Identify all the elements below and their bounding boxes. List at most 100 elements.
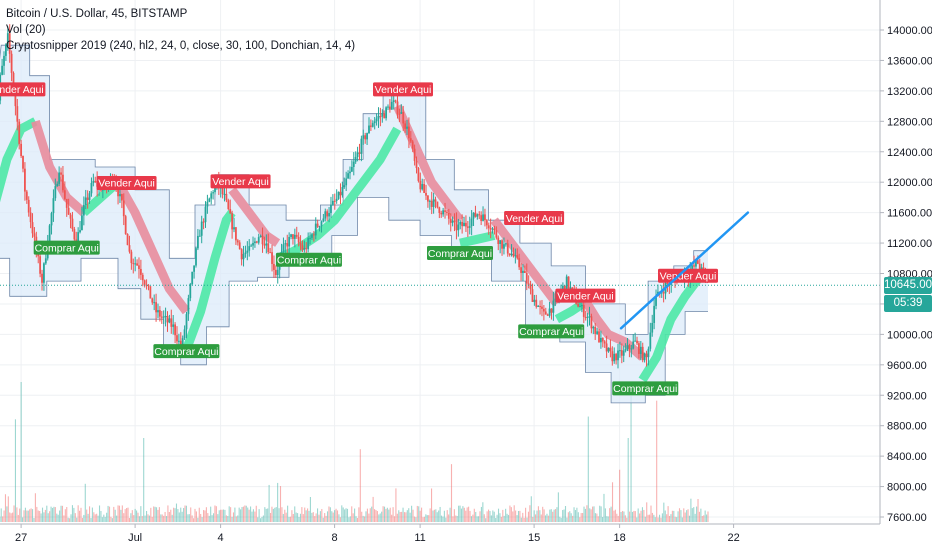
- volume-bar: [552, 511, 554, 522]
- trendline[interactable]: [619, 211, 750, 330]
- trail-down: [490, 217, 561, 307]
- volume-bar: [405, 512, 407, 522]
- volume-bar: [694, 513, 696, 522]
- volume-bar: [507, 514, 510, 522]
- volume-bar: [525, 507, 527, 522]
- candle-body: [168, 318, 171, 323]
- symbol-title[interactable]: Bitcoin / U.S. Dollar, 45, BITSTAMP: [6, 8, 188, 20]
- candle-body: [206, 201, 209, 207]
- candle-body: [523, 270, 526, 273]
- volume-bar: [285, 512, 287, 522]
- candle-body: [56, 183, 59, 187]
- candle-body: [615, 353, 618, 361]
- volume-bar: [512, 511, 514, 522]
- volume-bar: [89, 506, 91, 522]
- volume-bar: [466, 507, 468, 522]
- candle-body: [65, 198, 68, 208]
- volume-bar: [257, 517, 259, 522]
- candle-body: [248, 246, 251, 251]
- candle-body: [698, 263, 701, 270]
- volume-bar: [77, 505, 79, 522]
- candle-body: [478, 214, 481, 216]
- candle-body: [695, 260, 697, 267]
- candle-body: [189, 284, 192, 299]
- volume-bar: [455, 515, 457, 522]
- volume-bar: [403, 512, 406, 522]
- x-tick-label: 4: [218, 532, 224, 544]
- candle-body: [609, 347, 612, 352]
- volume-bar: [309, 497, 311, 522]
- y-tick-label: 8000.00: [887, 482, 927, 494]
- volume-bar: [345, 508, 347, 522]
- y-tick-label: 10000.00: [887, 329, 932, 341]
- volume-bar: [51, 507, 54, 522]
- volume-bar: [165, 516, 168, 522]
- candle-body: [151, 298, 154, 303]
- signal-sell: Vender Aqui: [373, 82, 433, 97]
- volume-bar: [12, 512, 14, 522]
- volume-bar: [315, 513, 317, 522]
- volume-bar: [376, 511, 378, 522]
- volume-bar: [242, 506, 244, 522]
- volume-bar: [478, 516, 480, 522]
- candle-body: [546, 314, 549, 316]
- volume-bar: [540, 514, 542, 522]
- volume-study-label[interactable]: Vol (20): [6, 24, 46, 36]
- volume-bar: [426, 515, 428, 522]
- volume-bar: [401, 511, 403, 522]
- candle-body: [84, 197, 87, 205]
- volume-bar: [44, 509, 46, 522]
- candle-body: [550, 308, 553, 313]
- candle-body: [379, 116, 382, 118]
- candle-body: [254, 241, 256, 243]
- candle-body: [636, 340, 638, 344]
- candle-body: [246, 250, 249, 253]
- candle-body: [126, 234, 129, 246]
- volume-bar: [621, 510, 624, 522]
- volume-bar: [550, 509, 552, 522]
- candle-body: [409, 138, 412, 142]
- signal-text: Vender Aqui: [506, 213, 563, 225]
- candle-body: [525, 272, 528, 284]
- candle-body: [25, 191, 28, 200]
- indicator-label[interactable]: Cryptosnipper 2019 (240, hl2, 24, 0, clo…: [6, 40, 356, 52]
- volume-bar: [262, 515, 264, 522]
- candle-body: [476, 214, 479, 217]
- candle-body: [181, 338, 184, 348]
- volume-bar: [413, 516, 415, 522]
- volume-bar: [30, 508, 32, 522]
- volume-bar: [497, 508, 500, 522]
- volume-bar: [47, 513, 49, 522]
- y-tick-label: 8400.00: [887, 451, 927, 463]
- volume-bar: [98, 505, 101, 522]
- volume-bar: [86, 509, 88, 522]
- volume-bar: [462, 506, 464, 522]
- candle-body: [290, 234, 292, 237]
- volume-bar: [379, 513, 381, 522]
- y-tick-label: 9200.00: [887, 390, 927, 402]
- volume-bar: [423, 516, 425, 522]
- candle-body: [324, 211, 327, 219]
- candle-body: [274, 269, 277, 275]
- signal-sell: Vender Aqui: [96, 175, 157, 190]
- volume-bar: [191, 515, 193, 522]
- volume-bar: [469, 510, 471, 522]
- candle-body: [147, 284, 150, 287]
- candle-body: [605, 343, 608, 352]
- volume-bar: [43, 512, 45, 522]
- candle-body: [463, 222, 465, 227]
- candle-body: [255, 241, 258, 243]
- volume-bar: [452, 516, 454, 522]
- band-fill: [0, 45, 708, 403]
- candle-body: [176, 335, 178, 342]
- volume-bar: [301, 507, 303, 522]
- volume-bar: [127, 507, 129, 522]
- candle-body: [259, 235, 262, 238]
- candle-body: [358, 152, 361, 154]
- volume-bar: [272, 508, 274, 522]
- volume-bar: [81, 517, 83, 522]
- volume-bar: [10, 513, 12, 522]
- y-tick-label: 11200.00: [887, 238, 932, 250]
- volume-bar: [485, 518, 487, 522]
